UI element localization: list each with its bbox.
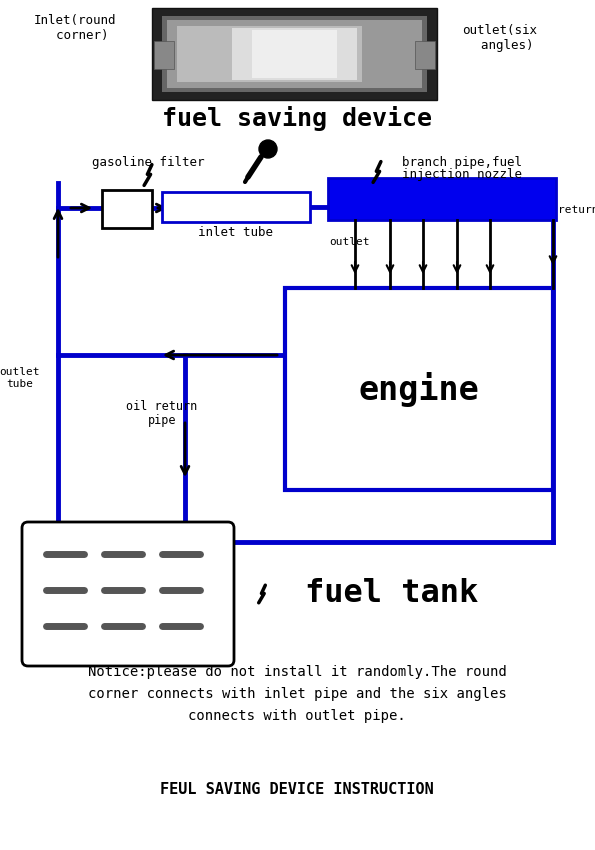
Text: corner connects with inlet pipe and the six angles: corner connects with inlet pipe and the … [87,687,506,701]
Bar [415,41,435,69]
Bar [177,26,362,82]
Text: FEUL SAVING DEVICE INSTRUCTION: FEUL SAVING DEVICE INSTRUCTION [160,783,434,797]
Text: injection nozzle: injection nozzle [402,167,522,180]
Bar [152,8,437,100]
Text: branch pipe,fuel: branch pipe,fuel [402,156,522,168]
Text: pipe: pipe [148,413,176,427]
Bar [154,41,174,69]
Text: fuel saving device: fuel saving device [162,105,432,131]
Bar [102,190,152,228]
Bar [167,20,422,88]
Text: Notice:please do not install it randomly.The round: Notice:please do not install it randomly… [87,665,506,679]
Bar [252,30,337,78]
Text: oil return: oil return [126,400,198,412]
Text: fuel tank: fuel tank [305,579,478,609]
Text: inlet tube: inlet tube [199,225,274,239]
Text: Inlet(round
  corner): Inlet(round corner) [34,14,116,42]
Text: outlet(six
  angles): outlet(six angles) [462,24,537,52]
Bar [232,28,357,80]
Text: tube: tube [7,379,33,389]
Bar [328,178,556,220]
Bar [285,288,553,490]
Text: connects with outlet pipe.: connects with outlet pipe. [188,709,406,723]
Text: engine: engine [359,371,480,406]
Bar [162,16,427,92]
Text: gasoline filter: gasoline filter [92,156,204,168]
Bar [162,192,310,222]
Text: outlet: outlet [0,367,40,377]
Circle shape [259,140,277,158]
Text: outlet: outlet [330,237,370,247]
FancyBboxPatch shape [22,522,234,666]
Text: return: return [558,205,595,215]
